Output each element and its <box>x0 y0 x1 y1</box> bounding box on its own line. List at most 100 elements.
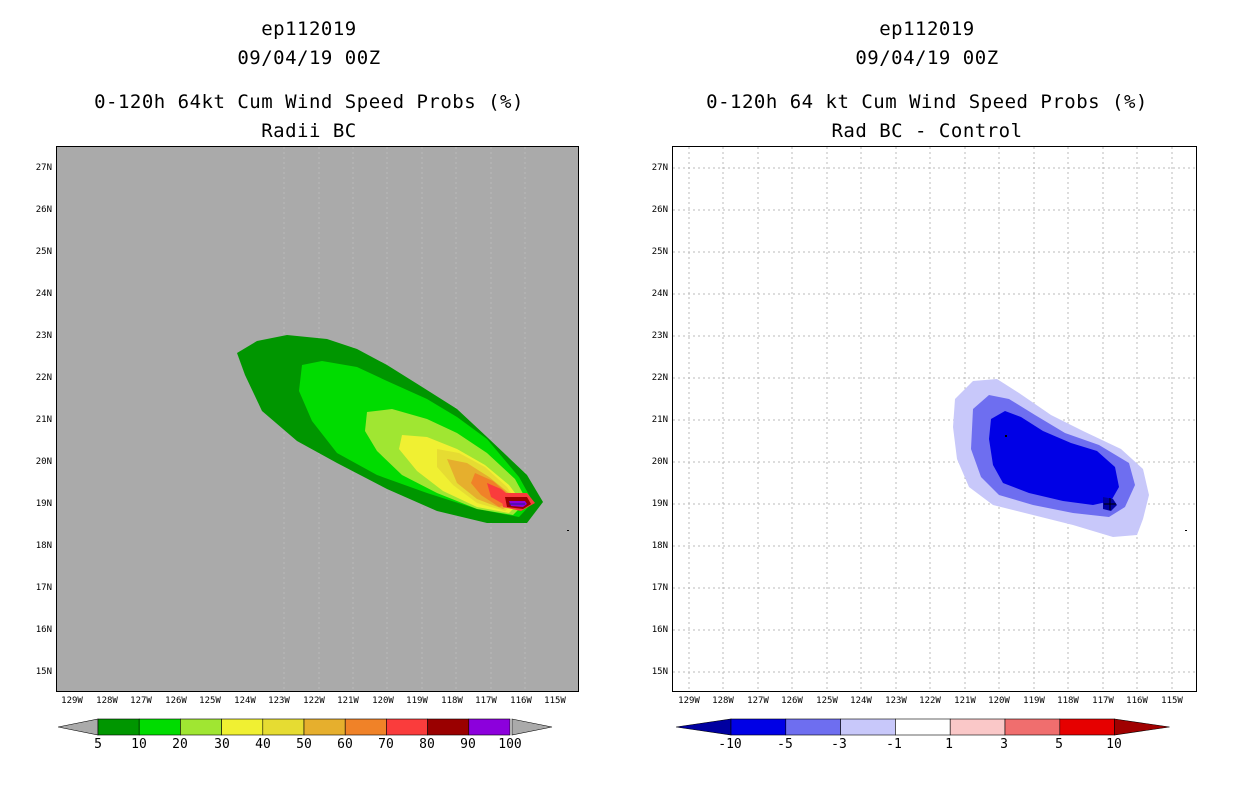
left-colorbar-label: 20 <box>172 737 188 752</box>
left-probability-contours <box>237 147 569 691</box>
left-datetime: 09/04/19 00Z <box>237 47 381 69</box>
right-lon-label: 124W <box>850 696 872 706</box>
left-lon-label: 129W <box>61 696 83 706</box>
right-lat-label: 22N <box>651 373 668 383</box>
island-dot <box>1185 530 1187 531</box>
contour-minus-5 <box>989 411 1119 505</box>
left-colorbar-swatch <box>138 718 181 736</box>
right-datetime: 09/04/19 00Z <box>855 47 999 69</box>
left-lat-label: 26N <box>35 205 52 215</box>
left-lon-label: 125W <box>199 696 221 706</box>
right-lat-label: 19N <box>651 499 668 509</box>
left-lat-label: 18N <box>35 541 52 551</box>
left-colorbar-label: 10 <box>131 737 147 752</box>
right-colorbar-swatch <box>730 718 787 736</box>
left-colorbar-label: 80 <box>419 737 435 752</box>
island-dot <box>567 530 569 531</box>
right-colorbar-low-arrow <box>676 718 732 736</box>
left-colorbar-swatch <box>427 718 470 736</box>
right-colorbar-label: -10 <box>718 737 742 752</box>
left-colorbar-swatch <box>97 718 140 736</box>
right-title: 0-120h 64 kt Cum Wind Speed Probs (%) <box>706 91 1148 113</box>
left-lon-label: 127W <box>130 696 152 706</box>
left-lat-label: 19N <box>35 499 52 509</box>
right-lon-label: 126W <box>781 696 803 706</box>
left-lon-label: 122W <box>303 696 325 706</box>
right-lat-label: 27N <box>651 163 668 173</box>
left-lat-label: 22N <box>35 373 52 383</box>
right-lon-label: 118W <box>1057 696 1079 706</box>
left-panel: ep112019 09/04/19 00Z 0-120h 64kt Cum Wi… <box>35 18 579 752</box>
right-colorbar-label: 1 <box>945 737 953 752</box>
left-subtitle: Radii BC <box>261 120 357 142</box>
right-colorbar-high-arrow <box>1114 718 1170 736</box>
right-subtitle: Rad BC - Control <box>831 120 1023 142</box>
left-lon-label: 126W <box>165 696 187 706</box>
left-lat-label: 25N <box>35 247 52 257</box>
right-grid <box>673 147 1196 691</box>
left-lat-label: 16N <box>35 625 52 635</box>
right-lon-label: 127W <box>747 696 769 706</box>
right-difference-contours <box>673 147 1196 691</box>
left-lon-label: 128W <box>96 696 118 706</box>
right-lat-label: 20N <box>651 457 668 467</box>
right-lat-label: 21N <box>651 415 668 425</box>
right-lon-label: 121W <box>954 696 976 706</box>
right-lon-label: 119W <box>1023 696 1045 706</box>
left-lon-label: 118W <box>441 696 463 706</box>
right-lat-label: 17N <box>651 583 668 593</box>
right-colorbar-label: -3 <box>831 737 847 752</box>
left-colorbar-swatch <box>262 718 305 736</box>
right-colorbar-swatch <box>1059 718 1115 736</box>
left-colorbar-swatch <box>468 718 511 736</box>
right-lon-label: 116W <box>1126 696 1148 706</box>
right-colorbar <box>676 718 1170 736</box>
left-colorbar-label: 60 <box>337 737 353 752</box>
right-lat-label: 25N <box>651 247 668 257</box>
right-lon-label: 123W <box>885 696 907 706</box>
left-colorbar-low-arrow <box>58 718 99 736</box>
right-lat-label: 24N <box>651 289 668 299</box>
left-colorbar-high-arrow <box>511 718 553 736</box>
left-lat-label: 15N <box>35 667 52 677</box>
left-lat-label: 27N <box>35 163 52 173</box>
right-colorbar-swatch <box>895 718 951 736</box>
right-colorbar-label: -1 <box>886 737 902 752</box>
right-colorbar-swatch <box>840 718 896 736</box>
left-lat-label: 21N <box>35 415 52 425</box>
left-storm-id: ep112019 <box>261 18 357 40</box>
right-panel: ep112019 09/04/19 00Z 0-120h 64 kt Cum W… <box>618 0 1236 800</box>
left-colorbar-label: 100 <box>498 737 522 752</box>
left-colorbar-label: 30 <box>214 737 230 752</box>
left-colorbar-swatch <box>386 718 428 736</box>
right-storm-id: ep112019 <box>879 18 975 40</box>
right-colorbar-label: -5 <box>777 737 793 752</box>
left-title: 0-120h 64kt Cum Wind Speed Probs (%) <box>94 91 524 113</box>
right-lon-label: 122W <box>919 696 941 706</box>
right-lat-label: 16N <box>651 625 668 635</box>
left-colorbar-swatch <box>221 718 264 736</box>
left-lon-label: 117W <box>475 696 497 706</box>
right-lon-label: 125W <box>816 696 838 706</box>
left-colorbar-swatch <box>303 718 346 736</box>
right-map <box>672 146 1197 692</box>
right-lon-label: 129W <box>678 696 700 706</box>
right-colorbar-label: 5 <box>1055 737 1063 752</box>
left-lon-label: 120W <box>372 696 394 706</box>
right-colorbar-label: 3 <box>1000 737 1008 752</box>
left-lat-label: 20N <box>35 457 52 467</box>
left-lon-label: 115W <box>544 696 566 706</box>
right-lat-label: 23N <box>651 331 668 341</box>
right-colorbar-swatch <box>785 718 841 736</box>
right-colorbar-label: 10 <box>1106 737 1122 752</box>
left-map <box>56 146 579 692</box>
left-lon-label: 119W <box>406 696 428 706</box>
left-colorbar-label: 90 <box>460 737 476 752</box>
left-lon-label: 121W <box>337 696 359 706</box>
right-lat-label: 26N <box>651 205 668 215</box>
left-colorbar-swatch <box>180 718 222 736</box>
left-colorbar <box>58 718 553 736</box>
left-lon-label: 124W <box>234 696 256 706</box>
right-colorbar-swatch <box>1004 718 1061 736</box>
left-lat-label: 24N <box>35 289 52 299</box>
